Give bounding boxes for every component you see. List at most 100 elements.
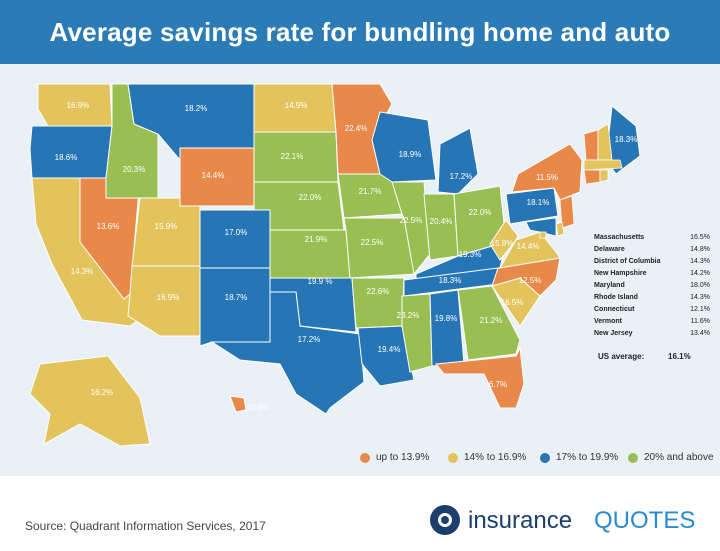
state-florida — [435, 346, 525, 409]
state-label-north-dakota: 14.9% — [285, 101, 308, 110]
state-illinois — [391, 181, 431, 276]
state-label-mississippi: 23.2% — [397, 311, 420, 320]
state-label-wisconsin: 18.9% — [399, 150, 422, 159]
state-new-york — [511, 143, 583, 201]
logo-text-insurance: insurance — [468, 507, 573, 534]
legend-item-17-to-19-9: 17% to 19.9% — [540, 452, 618, 463]
small-state-value: 12.1% — [690, 306, 710, 313]
state-label-indiana: 20.4% — [430, 217, 453, 226]
state-georgia — [457, 285, 521, 361]
state-label-washington: 16.9% — [67, 101, 90, 110]
small-state-name: Massachusetts — [594, 234, 645, 241]
legend-swatch-blue — [540, 452, 550, 463]
legend-swatch-green — [628, 452, 638, 463]
small-state-value: 16.5% — [690, 234, 710, 241]
state-connecticut — [583, 169, 601, 185]
us-average: US average: 16.1% — [598, 352, 691, 361]
small-state-row: District of Columbia 14.3% — [594, 256, 714, 268]
state-label-pennsylvania: 18.1% — [527, 198, 550, 207]
map-area: 16.9% 18.6% 14.3% 13.6% 20.3% 18.2% 14.4% 15.9%… — [0, 64, 720, 476]
legend-item-14-to-16-9: 14% to 16.9% — [448, 452, 526, 463]
small-state-value: 11.6% — [690, 318, 710, 325]
state-label-wyoming: 14.4% — [202, 171, 225, 180]
header-banner — [0, 0, 720, 64]
state-massachusetts — [583, 159, 623, 171]
state-hawaii — [229, 395, 247, 413]
legend-label: up to 13.9% — [376, 452, 430, 463]
state-label-louisiana: 19.4% — [378, 345, 401, 354]
small-state-value: 14.3% — [690, 294, 710, 301]
small-state-name: Vermont — [594, 318, 623, 325]
page-title: Average savings rate for bundling home a… — [49, 17, 671, 111]
state-label-south-dakota: 22.1% — [281, 152, 304, 161]
state-label-new-york: 11.5% — [536, 173, 558, 182]
insurancequotes-logo: insurance QUOTES — [430, 503, 710, 539]
state-label-michigan: 17.2% — [450, 172, 473, 181]
state-north-carolina — [491, 257, 561, 297]
state-label-maine: 18.3% — [615, 135, 638, 144]
state-label-south-carolina: 16.5% — [501, 298, 524, 307]
state-label-nevada: 13.6% — [97, 222, 120, 231]
legend-swatch-orange — [360, 452, 370, 463]
small-state-name: New Jersey — [594, 330, 633, 337]
small-state-value: 14.8% — [690, 246, 710, 253]
logo-text-quotes: QUOTES — [594, 507, 696, 534]
state-label-colorado: 17.0% — [225, 228, 248, 237]
state-utah — [131, 197, 201, 267]
legend-label: 20% and above — [644, 452, 714, 463]
state-delaware — [555, 221, 565, 237]
small-state-value: 14.2% — [690, 270, 710, 277]
legend-label: 17% to 19.9% — [556, 452, 619, 463]
state-label-utah: 15.9% — [155, 222, 178, 231]
state-label-kentucky: 19.3% — [459, 250, 482, 259]
state-virginia — [499, 231, 561, 269]
state-label-arkansas: 22.6% — [367, 287, 390, 296]
small-state-row: Maryland 18.0% — [594, 280, 714, 292]
state-indiana — [423, 193, 459, 261]
state-label-hawaii: 10.6% — [247, 403, 270, 412]
state-label-west-virginia: 15.8% — [491, 239, 514, 248]
state-label-ohio: 22.0% — [469, 208, 492, 217]
state-label-nebraska: 22.0% — [299, 193, 322, 202]
state-new-jersey — [559, 195, 575, 229]
state-west-virginia — [489, 219, 519, 261]
state-new-mexico — [199, 267, 271, 347]
state-label-california: 14.3% — [71, 267, 94, 276]
small-state-row: Delaware 14.8% — [594, 244, 714, 256]
legend-swatch-yellow — [448, 452, 458, 463]
state-colorado — [199, 209, 271, 269]
us-average-value: 16.1% — [668, 352, 691, 361]
us-map: 16.9% 18.6% 14.3% 13.6% 20.3% 18.2% 14.4% 15.9%… — [29, 83, 641, 447]
state-label-alabama: 19.8% — [435, 314, 458, 323]
state-label-oklahoma: 19.9 % — [308, 277, 333, 286]
state-alaska — [29, 355, 151, 447]
small-state-row: Vermont 11.6% — [594, 316, 714, 328]
state-label-new-mexico: 18.7% — [225, 293, 248, 302]
state-oregon — [29, 125, 113, 179]
small-state-row: Rhode Island 14.3% — [594, 292, 714, 304]
state-label-illinois: 22.5% — [400, 216, 423, 225]
state-label-north-carolina: 12.5% — [519, 276, 542, 285]
footer — [0, 476, 720, 551]
legend-label: 14% to 16.9% — [464, 452, 527, 463]
small-state-value: 14.3% — [690, 258, 710, 265]
small-state-name: Maryland — [594, 282, 625, 289]
state-rhode-island — [599, 169, 609, 183]
state-label-arizona: 16.9% — [157, 293, 180, 302]
legend-item-20-and-above: 20% and above — [628, 452, 714, 463]
small-state-name: District of Columbia — [594, 258, 661, 265]
state-mississippi — [401, 293, 433, 373]
state-vermont — [583, 129, 599, 161]
state-maryland — [525, 217, 557, 237]
small-state-name: Delaware — [594, 246, 625, 253]
state-louisiana — [357, 325, 415, 387]
state-wisconsin — [371, 111, 437, 183]
small-state-row: Massachusetts 16.5% — [594, 232, 714, 244]
state-michigan — [437, 127, 479, 195]
state-label-iowa: 21.7% — [359, 187, 382, 196]
state-label-texas: 17.2% — [298, 335, 321, 344]
state-label-alaska: 16.2% — [91, 388, 114, 397]
state-label-virginia: 14.4% — [517, 242, 540, 251]
logo-mark-icon — [430, 505, 460, 535]
state-label-oregon: 18.6% — [55, 153, 78, 162]
